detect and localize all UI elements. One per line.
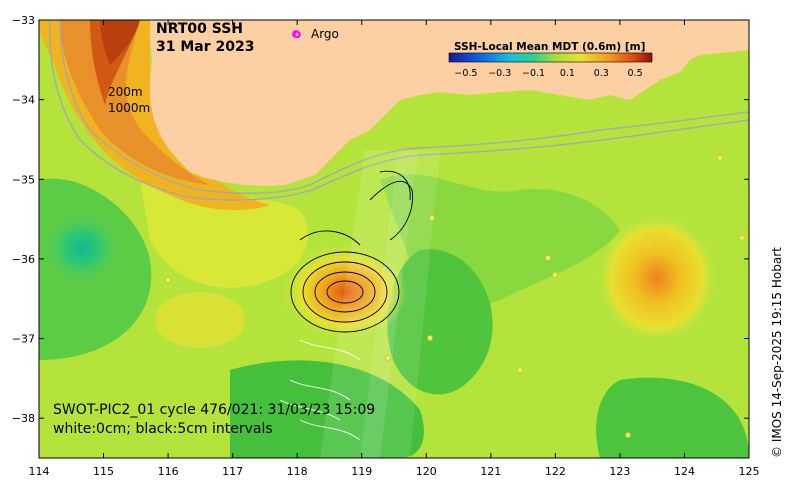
swot-contours-white (279, 339, 361, 441)
title-line1: NRT00 SSH (156, 21, 243, 37)
x-tick-label: 117 (222, 465, 243, 478)
isobath-label-200m: 200m (108, 85, 143, 99)
warm-eddy-center (283, 244, 407, 340)
map-field (39, 20, 749, 458)
y-tick-label: −37 (12, 333, 35, 346)
cold-eddy-west (42, 210, 122, 286)
colorbar-tick-label: 0.1 (560, 68, 575, 79)
argo-legend-marker: o (293, 27, 301, 41)
x-axis: 114 115 116 117 118 119 120 121 122 123 124 125 (29, 20, 760, 478)
float-markers (165, 155, 745, 438)
copyright-label: © IMOS 14-Sep-2025 19:15 Hobart (770, 247, 784, 458)
colorbar-tick-label: 0.3 (594, 68, 609, 79)
colorbar-title: SSH-Local Mean MDT (0.6m) [m] (454, 41, 645, 53)
argo-markers (292, 30, 300, 38)
yellow-blob-west (155, 292, 245, 348)
swot-contours-black (290, 170, 413, 333)
y-axis: −33 −34 −35 −36 −37 −38 (12, 14, 749, 425)
y-tick-label: −34 (12, 94, 35, 107)
isobath-label-1000m: 1000m (108, 101, 150, 115)
x-tick-label: 114 (29, 465, 50, 478)
yellow-region-north (140, 180, 309, 288)
x-tick-label: 116 (158, 465, 179, 478)
colorbar-tick-label: 0.5 (628, 68, 643, 79)
y-tick-label: −38 (12, 412, 35, 425)
x-tick-label: 118 (287, 465, 308, 478)
isobath-1000m (49, 20, 749, 201)
x-tick-label: 120 (416, 465, 437, 478)
x-tick-label: 125 (739, 465, 760, 478)
x-tick-label: 123 (609, 465, 630, 478)
warm-band-peak (100, 20, 140, 65)
colorbar (448, 52, 653, 63)
y-tick-label: −33 (12, 14, 35, 27)
plot-frame (38, 19, 750, 459)
green-region-southeast (596, 377, 749, 458)
warm-eddy-east (599, 216, 715, 340)
green-region-southwest (230, 360, 424, 458)
swot-swath-east (360, 150, 440, 458)
argo-legend-label: Argo (311, 27, 339, 41)
green-region-south (387, 249, 493, 395)
swot-info-line1: SWOT-PIC2_01 cycle 476/021: 31/03/23 15:… (53, 402, 375, 418)
y-tick-label: −36 (12, 253, 35, 266)
swot-info-line2: white:0cm; black:5cm intervals (53, 421, 273, 437)
y-tick-label: −35 (12, 173, 35, 186)
isobath-200m (59, 20, 749, 194)
x-tick-label: 119 (351, 465, 372, 478)
title-line2: 31 Mar 2023 (156, 39, 254, 55)
colorbar-tick-label: −0.1 (522, 68, 545, 79)
colorbar-tick-label: −0.3 (488, 68, 511, 79)
x-tick-label: 115 (93, 465, 114, 478)
x-tick-label: 124 (674, 465, 695, 478)
colorbar-ticks: −0.5 −0.3 −0.1 0.1 0.3 0.5 (454, 68, 642, 79)
x-tick-label: 121 (480, 465, 501, 478)
x-tick-label: 122 (545, 465, 566, 478)
colorbar-tick-label: −0.5 (454, 68, 477, 79)
